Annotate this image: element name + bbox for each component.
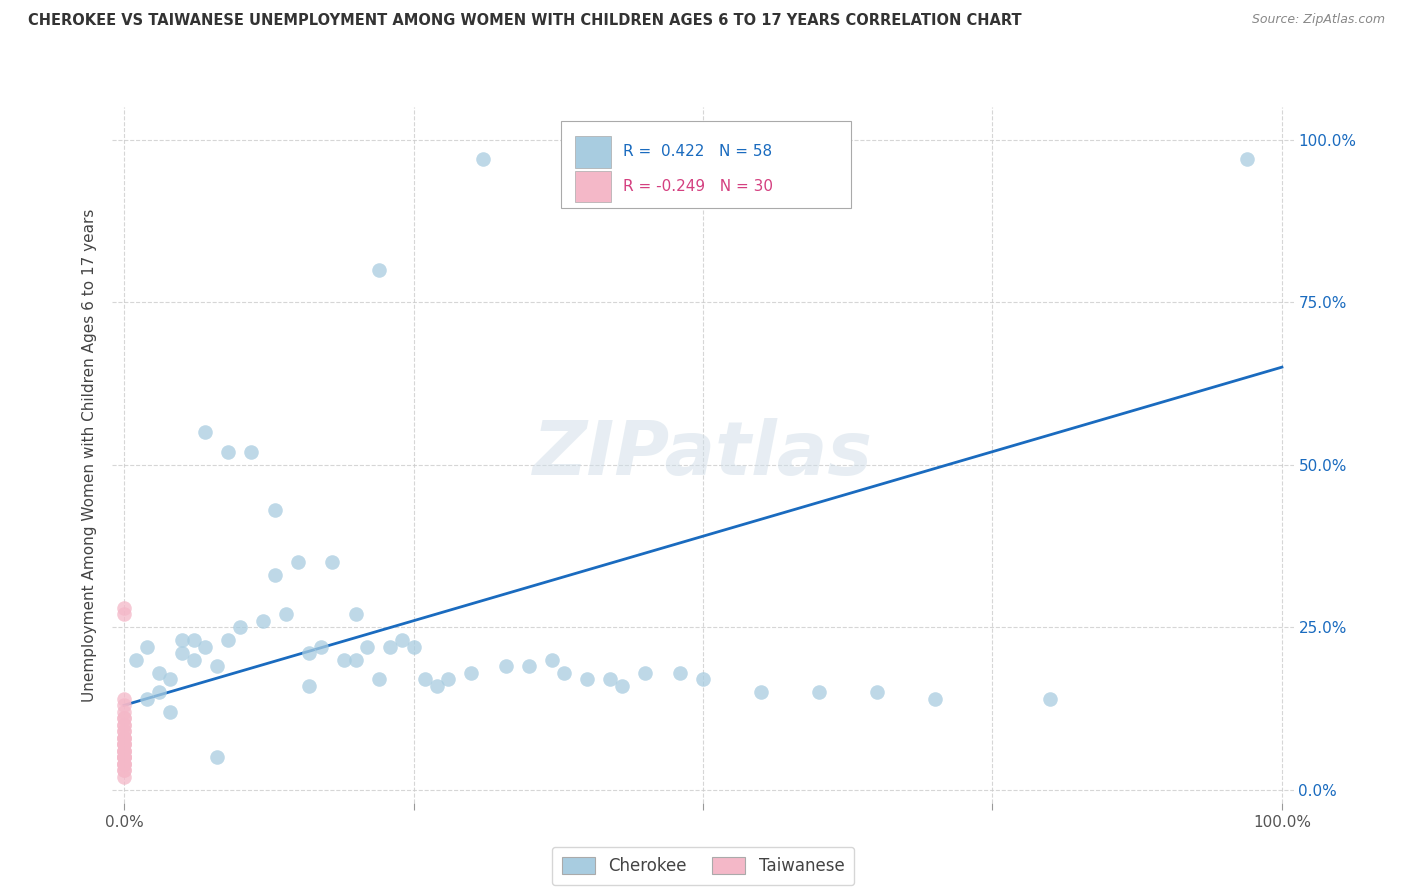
Point <box>495 659 517 673</box>
Point <box>344 653 367 667</box>
Point <box>298 646 321 660</box>
Point <box>599 672 621 686</box>
Point <box>170 646 193 660</box>
Point <box>112 756 135 771</box>
Point <box>124 653 146 667</box>
Text: Source: ZipAtlas.com: Source: ZipAtlas.com <box>1251 13 1385 27</box>
Point <box>159 672 181 686</box>
Point <box>159 705 181 719</box>
Point <box>112 756 135 771</box>
Point <box>807 685 830 699</box>
Point <box>634 665 657 680</box>
Text: R = -0.249   N = 30: R = -0.249 N = 30 <box>623 179 773 194</box>
Point <box>112 737 135 751</box>
Point <box>194 640 217 654</box>
Point <box>112 607 135 622</box>
Point <box>517 659 540 673</box>
Point <box>170 633 193 648</box>
Point <box>112 750 135 764</box>
Point <box>112 737 135 751</box>
Text: ZIPatlas: ZIPatlas <box>533 418 873 491</box>
Point <box>229 620 252 634</box>
Point <box>112 731 135 745</box>
Point <box>426 679 449 693</box>
Point <box>217 633 239 648</box>
Point <box>367 262 389 277</box>
Point <box>112 711 135 725</box>
Y-axis label: Unemployment Among Women with Children Ages 6 to 17 years: Unemployment Among Women with Children A… <box>82 208 97 702</box>
Point <box>205 750 228 764</box>
Point <box>263 568 285 582</box>
Point <box>541 653 564 667</box>
Point <box>112 744 135 758</box>
Point <box>472 152 495 166</box>
Point <box>148 665 170 680</box>
Point <box>112 764 135 778</box>
Point <box>692 672 714 686</box>
Point <box>321 555 343 569</box>
Point <box>460 665 482 680</box>
Point <box>194 425 217 439</box>
Point <box>112 744 135 758</box>
Point <box>183 633 205 648</box>
Point <box>344 607 367 622</box>
Point <box>309 640 332 654</box>
Bar <box>575 136 610 168</box>
Point <box>112 711 135 725</box>
Point <box>287 555 309 569</box>
Point <box>333 653 356 667</box>
Point <box>112 750 135 764</box>
Point <box>263 503 285 517</box>
Point <box>112 731 135 745</box>
Point <box>112 750 135 764</box>
Point <box>924 691 946 706</box>
Point <box>112 724 135 739</box>
Point <box>136 640 159 654</box>
Point <box>112 764 135 778</box>
Point <box>276 607 298 622</box>
Point <box>112 705 135 719</box>
Point <box>183 653 205 667</box>
Point <box>112 718 135 732</box>
Point <box>112 756 135 771</box>
Point <box>610 679 633 693</box>
Point <box>112 698 135 713</box>
Point <box>240 444 263 458</box>
Point <box>669 665 692 680</box>
Point <box>148 685 170 699</box>
Point <box>112 744 135 758</box>
Point <box>576 672 599 686</box>
Point <box>367 672 389 686</box>
Point <box>413 672 436 686</box>
Point <box>112 770 135 784</box>
Point <box>380 640 402 654</box>
FancyBboxPatch shape <box>561 121 851 208</box>
Text: CHEROKEE VS TAIWANESE UNEMPLOYMENT AMONG WOMEN WITH CHILDREN AGES 6 TO 17 YEARS : CHEROKEE VS TAIWANESE UNEMPLOYMENT AMONG… <box>28 13 1022 29</box>
Point <box>553 665 575 680</box>
Bar <box>575 171 610 202</box>
Point <box>136 691 159 706</box>
Text: R =  0.422   N = 58: R = 0.422 N = 58 <box>623 145 772 159</box>
Point <box>356 640 378 654</box>
Point <box>402 640 425 654</box>
Point <box>217 444 239 458</box>
Point <box>205 659 228 673</box>
Point <box>1236 152 1258 166</box>
Point <box>112 724 135 739</box>
Point <box>112 718 135 732</box>
Point <box>1039 691 1062 706</box>
Point <box>391 633 413 648</box>
Point <box>437 672 460 686</box>
Point <box>112 750 135 764</box>
Point <box>866 685 889 699</box>
Point <box>252 614 274 628</box>
Point <box>112 737 135 751</box>
Point <box>112 691 135 706</box>
Point <box>749 685 772 699</box>
Point <box>112 731 135 745</box>
Legend: Cherokee, Taiwanese: Cherokee, Taiwanese <box>551 847 855 885</box>
Point <box>112 600 135 615</box>
Point <box>298 679 321 693</box>
